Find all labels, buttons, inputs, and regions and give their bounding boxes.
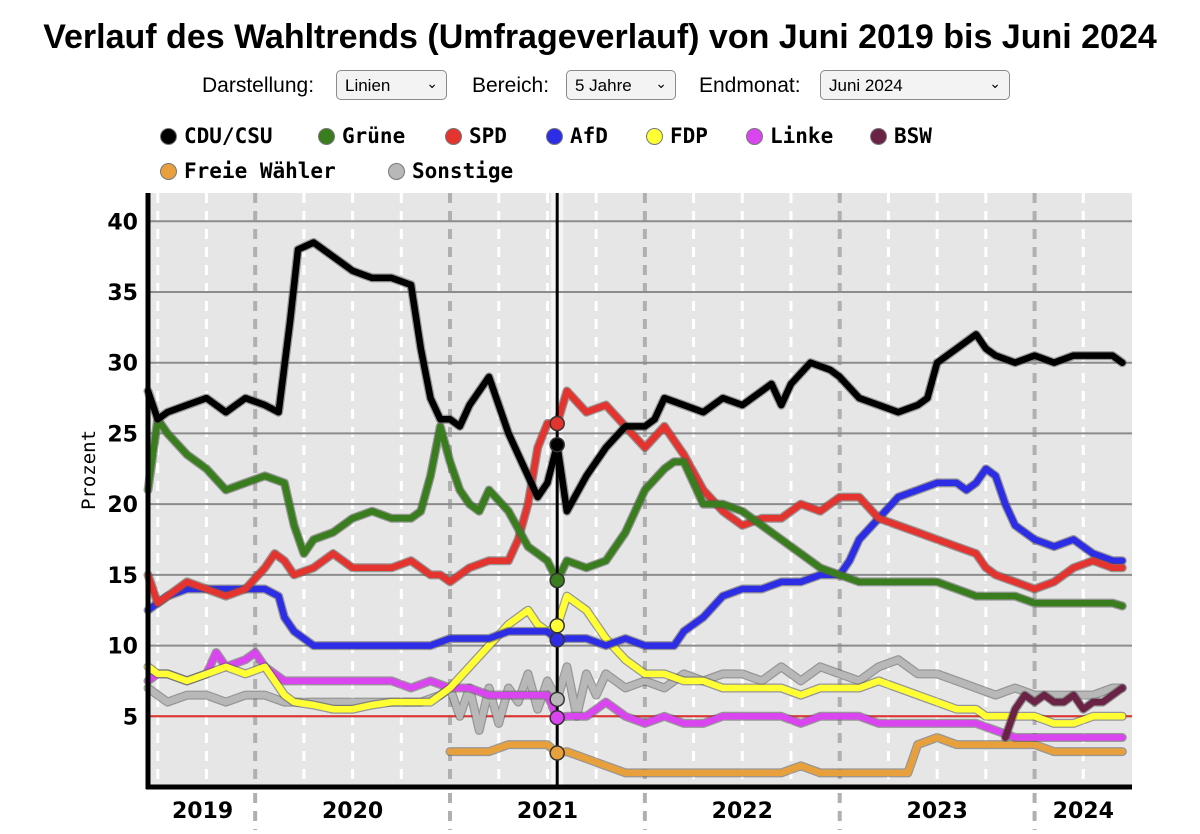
cursor-marker-fdp: [549, 618, 565, 634]
darstellung-value: Linien: [345, 76, 391, 95]
cursor-marker-cducsu: [549, 436, 565, 453]
x-tick-label: 2021: [517, 799, 578, 824]
legend-swatch: [646, 128, 663, 145]
controls-bar: Darstellung: Linien ⌄ Bereich: 5 Jahre ⌄…: [0, 68, 1200, 104]
bereich-label: Bereich:: [472, 74, 550, 97]
legend-item-bsw[interactable]: BSW: [870, 124, 932, 148]
darstellung-select[interactable]: Linien ⌄: [336, 70, 447, 100]
series-line-afd: [144, 465, 1126, 649]
series-line-grne: [144, 416, 1126, 610]
legend-label: AfD: [570, 124, 608, 148]
legend-item-spd[interactable]: SPD: [445, 124, 507, 148]
y-tick-label: 30: [107, 352, 138, 377]
series-line-bsw: [1002, 684, 1126, 741]
series-line-cducsu: [144, 239, 1126, 515]
legend-swatch: [746, 128, 763, 145]
cursor-marker-sonstige: [549, 691, 565, 708]
legend-item-cdu[interactable]: CDU/CSU: [160, 124, 273, 148]
bereich-value: 5 Jahre: [575, 76, 632, 95]
legend-swatch: [160, 163, 177, 180]
x-tick-label: 2019: [172, 799, 233, 824]
cursor-marker-grne: [549, 572, 565, 589]
cursor-marker-freiewhler: [549, 745, 565, 761]
endmonat-label: Endmonat:: [699, 74, 801, 97]
darstellung-label: Darstellung:: [202, 74, 315, 97]
legend-label: Grüne: [342, 124, 406, 148]
legend-swatch: [546, 128, 563, 145]
endmonat-select[interactable]: Juni 2024 ⌄: [820, 70, 1010, 100]
legend-label: BSW: [894, 124, 932, 148]
x-tick-label: 2022: [712, 799, 773, 824]
x-tick-label: 2020: [322, 799, 383, 824]
y-tick-label: 5: [123, 705, 138, 730]
chevron-down-icon: ⌄: [655, 75, 667, 91]
chevron-down-icon: ⌄: [989, 75, 1001, 91]
legend-label: CDU/CSU: [184, 124, 273, 148]
series-line-fdp: [144, 592, 1126, 727]
y-tick-label: 40: [107, 210, 138, 235]
cursor-marker-linke: [549, 709, 565, 726]
page-title: Verlauf des Wahltrends (Umfrageverlauf) …: [43, 18, 1157, 56]
legend-label: Linke: [770, 124, 834, 148]
chevron-down-icon: ⌄: [426, 75, 438, 91]
legend-swatch: [388, 163, 405, 180]
legend-swatch: [870, 128, 887, 145]
legend-item-linke[interactable]: Linke: [746, 124, 833, 148]
cursor-marker-spd: [549, 415, 565, 432]
legend-item-gruene[interactable]: Grüne: [318, 124, 405, 148]
legend-item-afd[interactable]: AfD: [546, 124, 608, 148]
legend-item-sonstige[interactable]: Sonstige: [388, 159, 513, 183]
y-axis-label: Prozent: [78, 430, 100, 510]
legend-swatch: [318, 128, 335, 145]
y-tick-label: 35: [107, 281, 138, 306]
y-tick-label: 20: [107, 493, 138, 518]
cursor-marker-afd: [549, 632, 565, 648]
legend-swatch: [160, 128, 177, 145]
bereich-select[interactable]: 5 Jahre ⌄: [566, 70, 676, 100]
y-tick-label: 15: [107, 564, 138, 589]
legend-item-fdp[interactable]: FDP: [646, 124, 708, 148]
legend-label: Sonstige: [412, 159, 514, 183]
legend-label: SPD: [469, 124, 507, 148]
x-tick-label: 2023: [907, 799, 968, 824]
series-line-spd: [144, 387, 1126, 607]
endmonat-value: Juni 2024: [829, 76, 903, 95]
legend-item-freie-waehler[interactable]: Freie Wähler: [160, 159, 336, 183]
legend-swatch: [445, 128, 462, 145]
legend-label: FDP: [670, 124, 708, 148]
legend-label: Freie Wähler: [184, 159, 336, 183]
x-tick-label: 2024: [1053, 799, 1114, 824]
y-tick-label: 25: [107, 422, 138, 447]
chart-legend: CDU/CSU Grüne SPD AfD FDP Linke BSW Frei…: [160, 118, 1160, 188]
y-tick-label: 10: [107, 635, 138, 660]
